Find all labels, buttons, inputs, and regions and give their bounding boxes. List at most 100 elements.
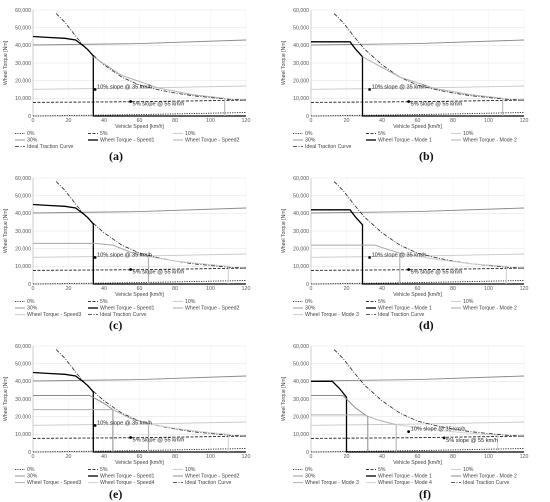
x-tick-label: 100 [484, 118, 493, 124]
legend-label: Wheel Torque - Mode 2 [463, 474, 517, 480]
legend-label: 30% [305, 306, 316, 312]
wheel-torque-line-4 [148, 423, 229, 452]
y-axis-label: Wheel Torque [Nm] [3, 376, 9, 421]
x-tick-label: 120 [520, 286, 529, 292]
y-tick-label: 50,000 [293, 25, 309, 31]
x-tick-label: 0 [310, 454, 313, 460]
operating-point-marker [407, 100, 411, 103]
legend-label: Wheel Torque - Speed4 [100, 480, 155, 486]
panel-label-d: (d) [419, 318, 434, 332]
legend-label: Wheel Torque - Speed1 [100, 306, 155, 312]
x-tick-label: 100 [484, 286, 493, 292]
operating-point-marker [93, 88, 97, 91]
y-tick-label: 30,000 [293, 397, 309, 403]
chart-panel-e: 0 10,000 20,000 30,000 40,000 50,000 60,000 0 20… [0, 336, 270, 486]
series-line-10pct [310, 85, 525, 90]
chart-svg: 0 10,000 20,000 30,000 40,000 50,000 60,000 0 20… [281, 8, 528, 150]
chart-panel-c: 0 10,000 20,000 30,000 40,000 50,000 60,000 0 20… [0, 168, 270, 318]
y-tick-label: 60,000 [293, 344, 309, 350]
panel-label-f: (f) [419, 487, 431, 501]
y-tick-label: 10,000 [293, 96, 309, 102]
operating-point-label: 5% slope @ 55 km/h [133, 438, 185, 444]
legend-label: Wheel Torque - Mode 3 [305, 480, 359, 486]
y-tick-label: 0 [306, 450, 309, 456]
operating-point-label: 10% slope @ 35 km/h [411, 427, 466, 433]
y-tick-label: 10,000 [15, 96, 31, 102]
wheel-torque-line-3 [148, 256, 229, 284]
legend-label: Wheel Torque - Mode 4 [378, 480, 432, 486]
wheel-torque-line-1 [32, 35, 246, 117]
legend-label: 0% [305, 131, 313, 137]
legend-label: Wheel Torque - Speed3 [27, 312, 82, 318]
y-tick-label: 40,000 [293, 43, 309, 49]
legend-label: Wheel Torque - Mode 3 [305, 312, 359, 318]
y-tick-label: 50,000 [15, 361, 31, 367]
y-tick-label: 10,000 [293, 432, 309, 438]
x-tick-label: 80 [450, 118, 456, 124]
x-tick-label: 0 [310, 118, 313, 124]
panel-label-e: (e) [109, 487, 123, 501]
x-axis-label: Vehicle Speed [km/h] [115, 460, 164, 466]
legend-label: 0% [27, 131, 35, 137]
x-tick-label: 120 [242, 118, 251, 124]
chart-svg: 0 10,000 20,000 30,000 40,000 50,000 60,000 0 20… [281, 344, 529, 486]
operating-point-label: 10% slope @ 35 km/h [97, 421, 152, 427]
y-tick-label: 20,000 [293, 414, 309, 420]
x-tick-label: 60 [415, 454, 421, 460]
operating-point-label: 5% slope @ 55 km/h [133, 270, 185, 276]
legend-label: Wheel Torque - Mode 1 [378, 474, 432, 480]
series-line-10pct [32, 253, 247, 258]
legend-label: 30% [305, 474, 316, 480]
y-tick-label: 50,000 [15, 25, 31, 31]
ideal-traction-curve [55, 181, 247, 269]
series-line-5pct [310, 99, 525, 103]
x-tick-label: 0 [32, 118, 35, 124]
legend-label: 0% [305, 467, 313, 473]
x-tick-label: 20 [66, 118, 72, 124]
operating-point-label: 5% slope @ 55 km/h [133, 102, 185, 108]
x-axis-label: Vehicle Speed [km/h] [393, 460, 442, 466]
wheel-torque-line-2 [33, 242, 149, 284]
x-tick-label: 120 [520, 454, 529, 460]
legend-label: 5% [100, 131, 108, 137]
y-tick-label: 50,000 [293, 361, 309, 367]
operating-point-marker [442, 436, 446, 440]
operating-point-label: 5% slope @ 55 km/h [411, 102, 463, 108]
y-tick-label: 30,000 [15, 61, 31, 67]
legend-label: 10% [463, 467, 474, 473]
operating-point-label: 10% slope @ 35 km/h [372, 253, 427, 259]
x-tick-label: 0 [32, 454, 35, 460]
operating-point-label: 5% slope @ 55 km/h [411, 270, 463, 276]
y-tick-label: 40,000 [15, 211, 31, 217]
y-tick-label: 60,000 [293, 176, 309, 182]
y-tick-label: 10,000 [293, 264, 309, 270]
y-axis-label: Wheel Torque [Nm] [3, 40, 9, 85]
ideal-traction-curve [333, 349, 525, 437]
legend-label: 10% [185, 299, 196, 305]
legend-label: Ideal Traction Curve [100, 312, 147, 318]
y-axis-label: Wheel Torque [Nm] [281, 40, 287, 85]
operating-point-label: 10% slope @ 35 km/h [97, 253, 152, 259]
legend-label: 0% [27, 299, 35, 305]
y-tick-label: 20,000 [15, 246, 31, 252]
legend-label: 5% [100, 467, 108, 473]
ideal-traction-curve [333, 181, 525, 269]
series-line-30pct [32, 39, 247, 46]
legend-label: 30% [27, 138, 38, 144]
y-tick-label: 40,000 [293, 379, 309, 385]
y-tick-label: 20,000 [15, 414, 31, 420]
y-tick-label: 0 [28, 282, 31, 288]
legend-label: Wheel Torque - Mode 2 [463, 306, 517, 312]
x-tick-label: 60 [137, 454, 143, 460]
x-tick-label: 120 [242, 286, 251, 292]
x-tick-label: 20 [66, 286, 72, 292]
legend-label: 10% [463, 131, 474, 137]
legend-label: Ideal Traction Curve [305, 144, 352, 150]
y-tick-label: 20,000 [293, 246, 309, 252]
operating-point-label: 10% slope @ 35 km/h [97, 85, 152, 91]
series-line-0pct [310, 280, 525, 285]
operating-point-marker [129, 268, 133, 271]
x-tick-label: 0 [310, 286, 313, 292]
x-tick-label: 120 [242, 454, 251, 460]
y-tick-label: 30,000 [15, 229, 31, 235]
